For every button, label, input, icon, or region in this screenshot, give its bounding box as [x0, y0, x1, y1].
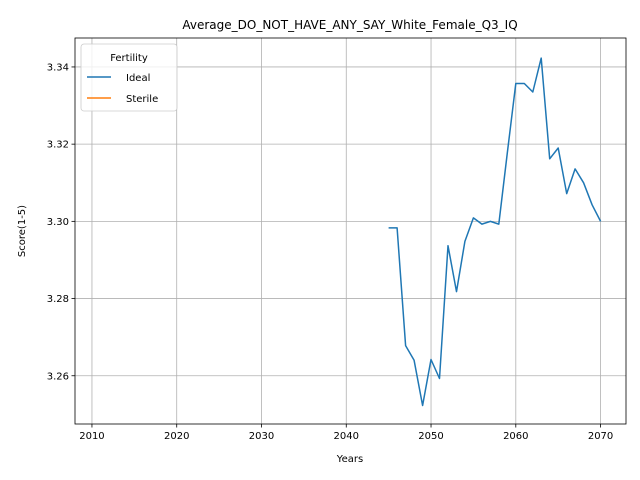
x-axis-label: Years — [336, 454, 363, 465]
legend-label-sterile: Sterile — [126, 94, 158, 105]
legend-label-ideal: Ideal — [126, 73, 150, 84]
legend: Fertility Ideal Sterile — [80, 43, 178, 112]
x-tick-label: 2050 — [418, 431, 443, 442]
y-tick-label: 3.28 — [47, 294, 69, 305]
grid — [75, 38, 626, 424]
y-tick-label: 3.34 — [47, 62, 69, 73]
x-tick-label: 2070 — [588, 431, 613, 442]
series-lines — [388, 57, 602, 407]
y-tick-label: 3.30 — [47, 217, 69, 228]
x-tick-label: 2020 — [164, 431, 189, 442]
x-tick-label: 2010 — [79, 431, 104, 442]
legend-box — [80, 43, 178, 112]
y-tick-label: 3.26 — [47, 371, 69, 382]
x-tick-label: 2040 — [334, 431, 359, 442]
y-axis-label: Score(1-5) — [17, 205, 28, 257]
legend-title: Fertility — [110, 53, 148, 64]
plot-frame — [74, 37, 627, 425]
x-tick-label: 2060 — [503, 431, 528, 442]
chart-title: Average_DO_NOT_HAVE_ANY_SAY_White_Female… — [182, 18, 517, 32]
series-line-ideal — [388, 57, 602, 407]
y-axis: 3.26 3.28 3.30 3.32 3.34 — [47, 62, 75, 382]
y-tick-label: 3.32 — [47, 140, 69, 151]
x-tick-label: 2030 — [249, 431, 274, 442]
x-axis: 2010 2020 2030 2040 2050 2060 2070 — [79, 424, 613, 442]
